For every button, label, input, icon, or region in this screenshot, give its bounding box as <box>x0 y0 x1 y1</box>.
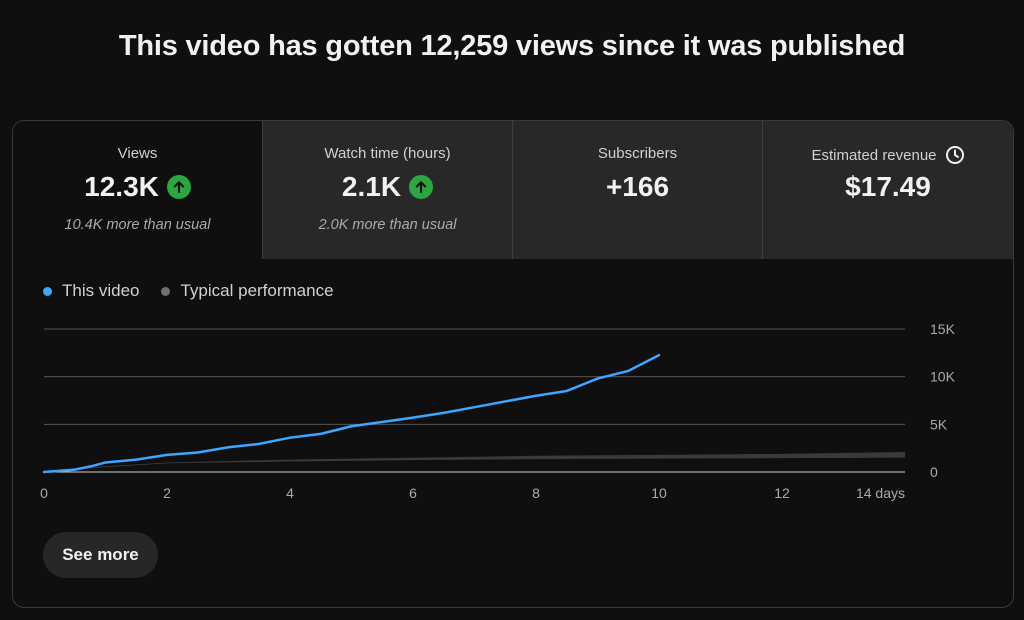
tab-subscribers[interactable]: Subscribers +166 <box>513 121 763 259</box>
tab-value: 2.1K <box>341 171 402 202</box>
chart-legend: This video Typical performance <box>43 281 334 301</box>
x-tick-label: 12 <box>774 485 790 501</box>
tab-value-row: +166 <box>513 171 762 203</box>
tab-value-row: 2.1K <box>263 171 512 203</box>
tab-value-row: $17.49 <box>763 171 1013 203</box>
legend-item-this-video: This video <box>43 281 139 301</box>
views-chart: 0 5K 10K 15K 0 2 4 6 8 10 12 14 days <box>40 321 956 501</box>
tab-label: Watch time (hours) <box>324 145 451 162</box>
tab-value: +166 <box>605 171 670 202</box>
tab-value: $17.49 <box>845 171 931 202</box>
x-tick-label: 10 <box>651 485 667 501</box>
legend-label: Typical performance <box>180 281 334 300</box>
clock-icon <box>945 145 965 165</box>
x-tick-label: 0 <box>40 485 48 501</box>
tab-watch-time[interactable]: Watch time (hours) 2.1K 2.0K more than u… <box>263 121 513 259</box>
tab-views[interactable]: Views 12.3K 10.4K more than usual <box>13 121 263 259</box>
tab-estimated-revenue[interactable]: Estimated revenue $17.49 <box>763 121 1013 259</box>
tab-subtext: 2.0K more than usual <box>318 217 457 233</box>
x-tick-label: 4 <box>286 485 294 501</box>
tab-label-text: Estimated revenue <box>811 146 937 164</box>
x-tick-label: 14 days <box>856 485 905 501</box>
y-tick-label: 15K <box>930 321 956 337</box>
x-tick-label: 2 <box>163 485 171 501</box>
arrow-up-icon <box>166 175 191 199</box>
tab-value: 12.3K <box>84 171 159 202</box>
this-video-line <box>42 353 661 474</box>
y-tick-label: 10K <box>930 369 956 385</box>
typical-performance-band <box>44 451 905 472</box>
tab-label-row: Estimated revenue <box>811 145 964 165</box>
analytics-card: Views 12.3K 10.4K more than usual Watch … <box>12 120 1014 608</box>
y-tick-label: 5K <box>930 416 948 432</box>
arrow-up-icon <box>409 175 434 199</box>
tab-label: Views <box>117 145 158 162</box>
page-headline: This video has gotten 12,259 views since… <box>118 30 906 62</box>
tab-label: Estimated revenue <box>763 145 1013 165</box>
x-tick-label: 6 <box>409 485 417 501</box>
legend-item-typical: Typical performance <box>161 281 334 301</box>
legend-label: This video <box>62 281 140 300</box>
x-tick-label: 8 <box>532 485 540 501</box>
tab-label: Subscribers <box>597 145 678 162</box>
tab-value-row: 12.3K <box>13 171 262 203</box>
legend-swatch <box>43 286 52 296</box>
metric-tabs: Views 12.3K 10.4K more than usual Watch … <box>13 121 1013 259</box>
see-more-button[interactable]: See more <box>43 532 158 578</box>
tab-subtext: 10.4K more than usual <box>64 217 211 233</box>
y-tick-label: 0 <box>930 464 938 480</box>
legend-swatch <box>161 286 171 296</box>
